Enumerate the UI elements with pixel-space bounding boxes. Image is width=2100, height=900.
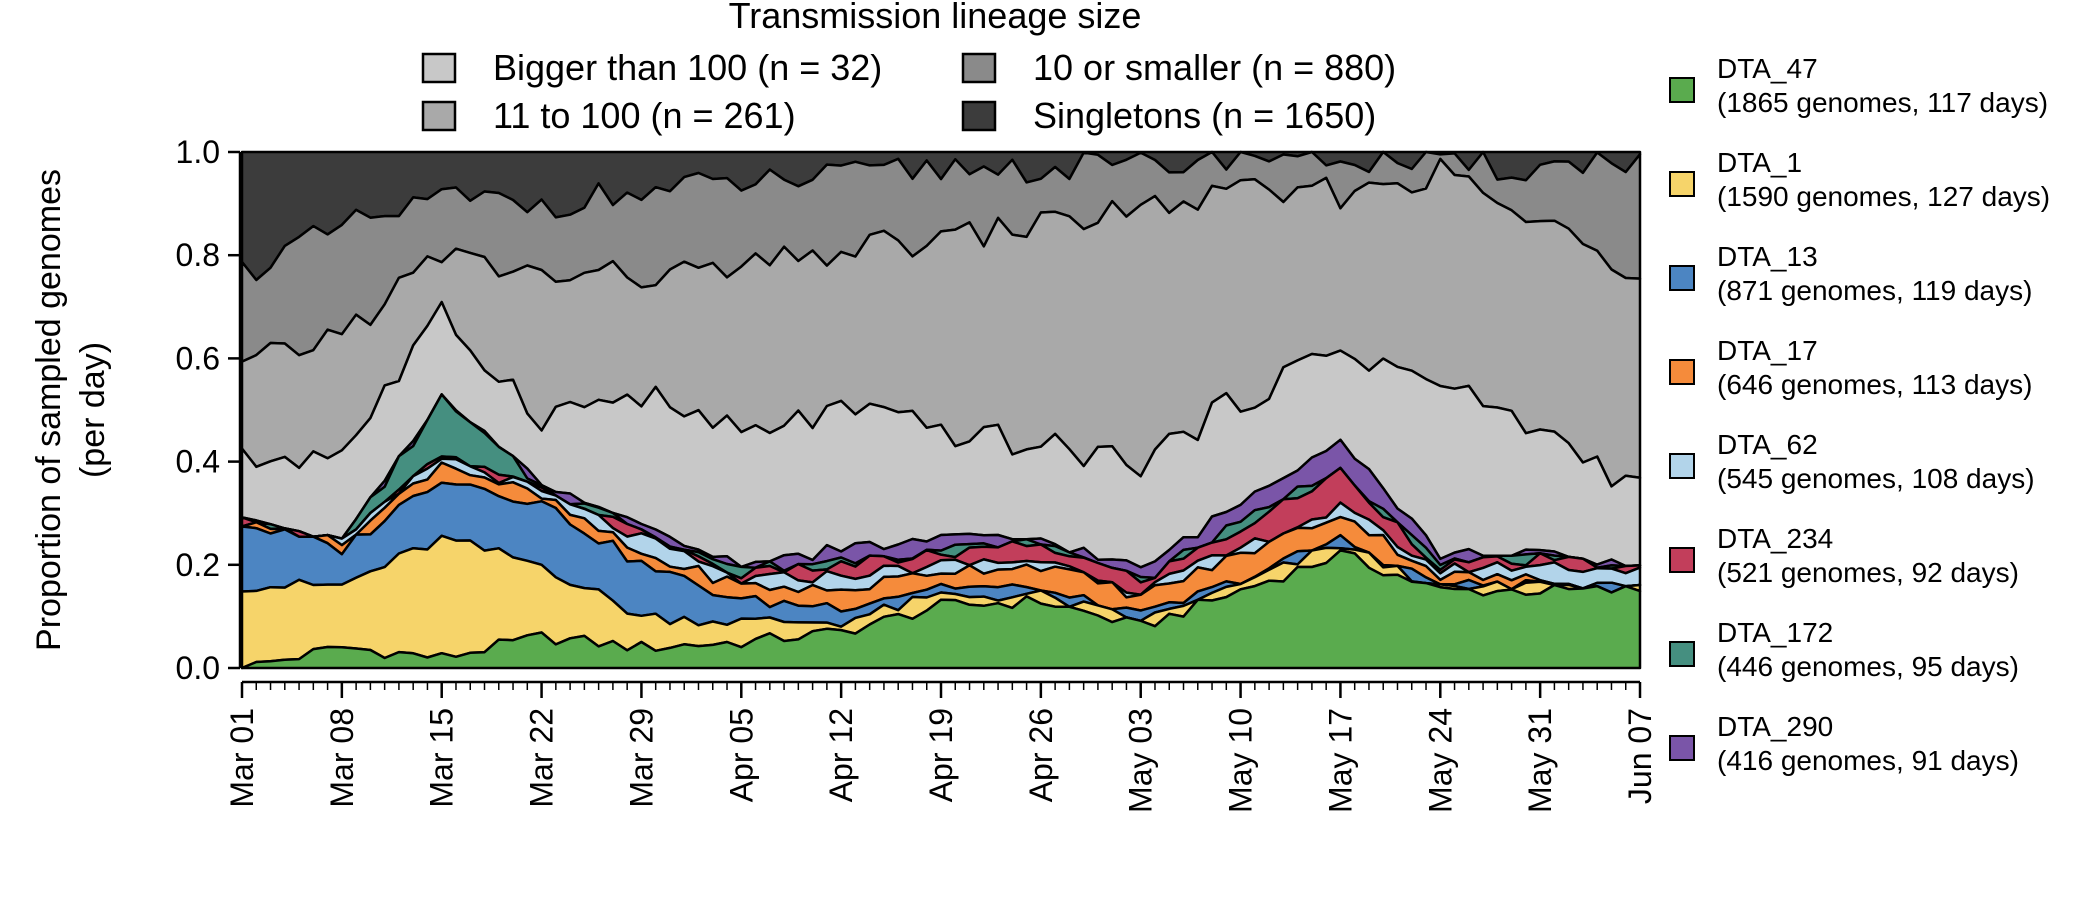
lineage-legend: DTA_47(1865 genomes, 117 days) DTA_1(1590… <box>1669 53 2050 776</box>
lineage-legend-detail: (545 genomes, 108 days) <box>1717 463 2035 494</box>
lineage-legend-detail: (646 genomes, 113 days) <box>1717 369 2032 400</box>
x-tick-label: Mar 01 <box>224 708 260 808</box>
lineage-legend-detail: (521 genomes, 92 days) <box>1717 557 2019 588</box>
lineage-legend-swatch <box>1669 547 1695 573</box>
x-tick-label: May 10 <box>1223 708 1259 813</box>
gray-legend-label: Singletons (n = 1650) <box>1033 95 1376 136</box>
y-tick-label: 0.0 <box>176 650 220 686</box>
gray-legend-swatch <box>961 52 997 84</box>
y-tick-label: 0.8 <box>176 237 220 273</box>
lineage-legend-name: DTA_13 <box>1717 241 1818 272</box>
lineage-legend-swatch <box>1669 359 1695 385</box>
lineage-legend-detail: (446 genomes, 95 days) <box>1717 651 2019 682</box>
x-tick-label: May 24 <box>1422 708 1458 813</box>
tick-labels: 0.0 0.2 0.4 0.6 0.8 1.0 Mar 01 Mar 08 Mar 15 Mar … <box>176 134 1658 813</box>
x-tick-label: May 03 <box>1123 708 1159 813</box>
lineage-legend-name: DTA_290 <box>1717 711 1833 742</box>
gray-legend-title: Transmission lineage size <box>729 0 1142 36</box>
gray-legend: Transmission lineage size Bigger than 100… <box>421 0 1396 136</box>
gray-legend-swatch <box>421 100 457 132</box>
lineage-areas <box>240 150 1642 670</box>
gray-legend-label: 11 to 100 (n = 261) <box>493 95 796 136</box>
x-tick-label: Mar 29 <box>623 708 659 808</box>
y-tick-label: 1.0 <box>176 134 220 170</box>
lineage-legend-swatch <box>1669 77 1695 103</box>
lineage-legend-swatch <box>1669 265 1695 291</box>
x-tick-label: Mar 15 <box>424 708 460 808</box>
x-tick-label: Apr 26 <box>1023 708 1059 802</box>
x-tick-label: Mar 22 <box>524 708 560 808</box>
axes <box>228 150 1642 698</box>
lineage-legend-detail: (1865 genomes, 117 days) <box>1717 87 2048 118</box>
lineage-legend-name: DTA_1 <box>1717 147 1802 178</box>
x-tick-label: Jun 07 <box>1622 708 1658 804</box>
y-axis-label-line-1: Proportion of sampled genomes <box>30 169 68 651</box>
gray-legend-label: 10 or smaller (n = 880) <box>1033 47 1396 88</box>
lineage-legend-swatch <box>1669 641 1695 667</box>
lineage-legend-swatch <box>1669 735 1695 761</box>
x-tick-label: May 17 <box>1322 708 1358 813</box>
y-tick-label: 0.2 <box>176 547 220 583</box>
lineage-legend-name: DTA_47 <box>1717 53 1818 84</box>
lineage-legend-name: DTA_62 <box>1717 429 1818 460</box>
y-tick-label: 0.4 <box>176 444 220 480</box>
gray-legend-swatch <box>421 52 457 84</box>
gray-legend-swatch <box>961 100 997 132</box>
x-tick-label: Apr 05 <box>723 708 759 802</box>
lineage-legend-swatch <box>1669 453 1695 479</box>
gray-legend-label: Bigger than 100 (n = 32) <box>493 47 882 88</box>
area-dta-47 <box>240 549 1642 670</box>
lineage-legend-swatch <box>1669 171 1695 197</box>
lineage-legend-name: DTA_234 <box>1717 523 1833 554</box>
y-axis-label-line-2: (per day) <box>74 342 112 478</box>
y-tick-label: 0.6 <box>176 340 220 376</box>
x-tick-label: Apr 12 <box>823 708 859 802</box>
x-tick-label: May 31 <box>1522 708 1558 813</box>
lineage-legend-detail: (416 genomes, 91 days) <box>1717 745 2019 776</box>
lineage-legend-detail: (871 genomes, 119 days) <box>1717 275 2032 306</box>
lineage-legend-name: DTA_172 <box>1717 617 1833 648</box>
lineage-legend-name: DTA_17 <box>1717 335 1818 366</box>
x-tick-label: Apr 19 <box>923 708 959 802</box>
lineage-legend-detail: (1590 genomes, 127 days) <box>1717 181 2050 212</box>
x-tick-label: Mar 08 <box>324 708 360 808</box>
